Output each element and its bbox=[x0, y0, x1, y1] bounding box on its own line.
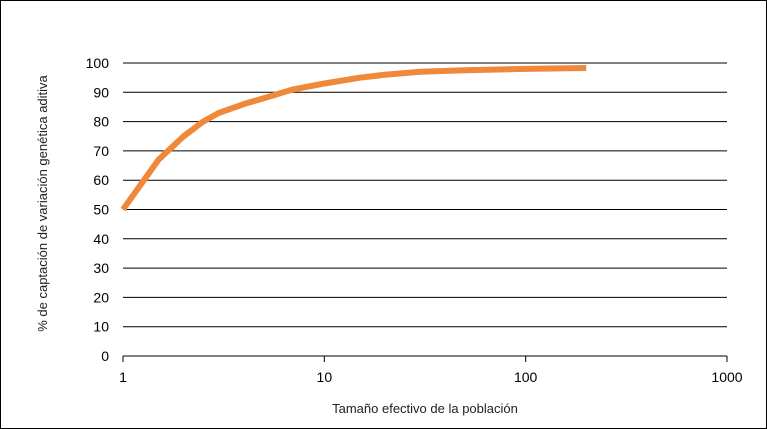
y-tick-label: 50 bbox=[93, 202, 109, 218]
y-tick-label: 70 bbox=[93, 143, 109, 159]
y-tick-label: 60 bbox=[93, 172, 109, 188]
x-tick-marks bbox=[122, 356, 728, 362]
x-axis-title: Tamaño efectivo de la población bbox=[332, 401, 518, 416]
y-tick-label: 30 bbox=[93, 260, 109, 276]
x-tick-label: 10 bbox=[317, 369, 333, 385]
series-line bbox=[120, 65, 587, 212]
x-tick-label: 1000 bbox=[711, 369, 742, 385]
y-tick-label: 10 bbox=[93, 319, 109, 335]
y-tick-label: 0 bbox=[101, 348, 109, 364]
y-axis-title: % de captación de variación genética adi… bbox=[35, 74, 50, 331]
y-tick-label: 90 bbox=[93, 84, 109, 100]
x-tick-label: 1 bbox=[119, 369, 127, 385]
gridlines bbox=[123, 62, 727, 328]
y-tick-label: 100 bbox=[86, 55, 110, 71]
x-tick-labels: 1 10 100 1000 bbox=[119, 369, 743, 385]
y-tick-label: 80 bbox=[93, 114, 109, 130]
y-tick-label: 40 bbox=[93, 231, 109, 247]
x-tick-label: 100 bbox=[514, 369, 538, 385]
y-tick-label: 20 bbox=[93, 289, 109, 305]
y-tick-labels: 0 10 20 30 40 50 60 70 80 90 100 bbox=[86, 55, 110, 364]
series-group bbox=[120, 65, 587, 212]
